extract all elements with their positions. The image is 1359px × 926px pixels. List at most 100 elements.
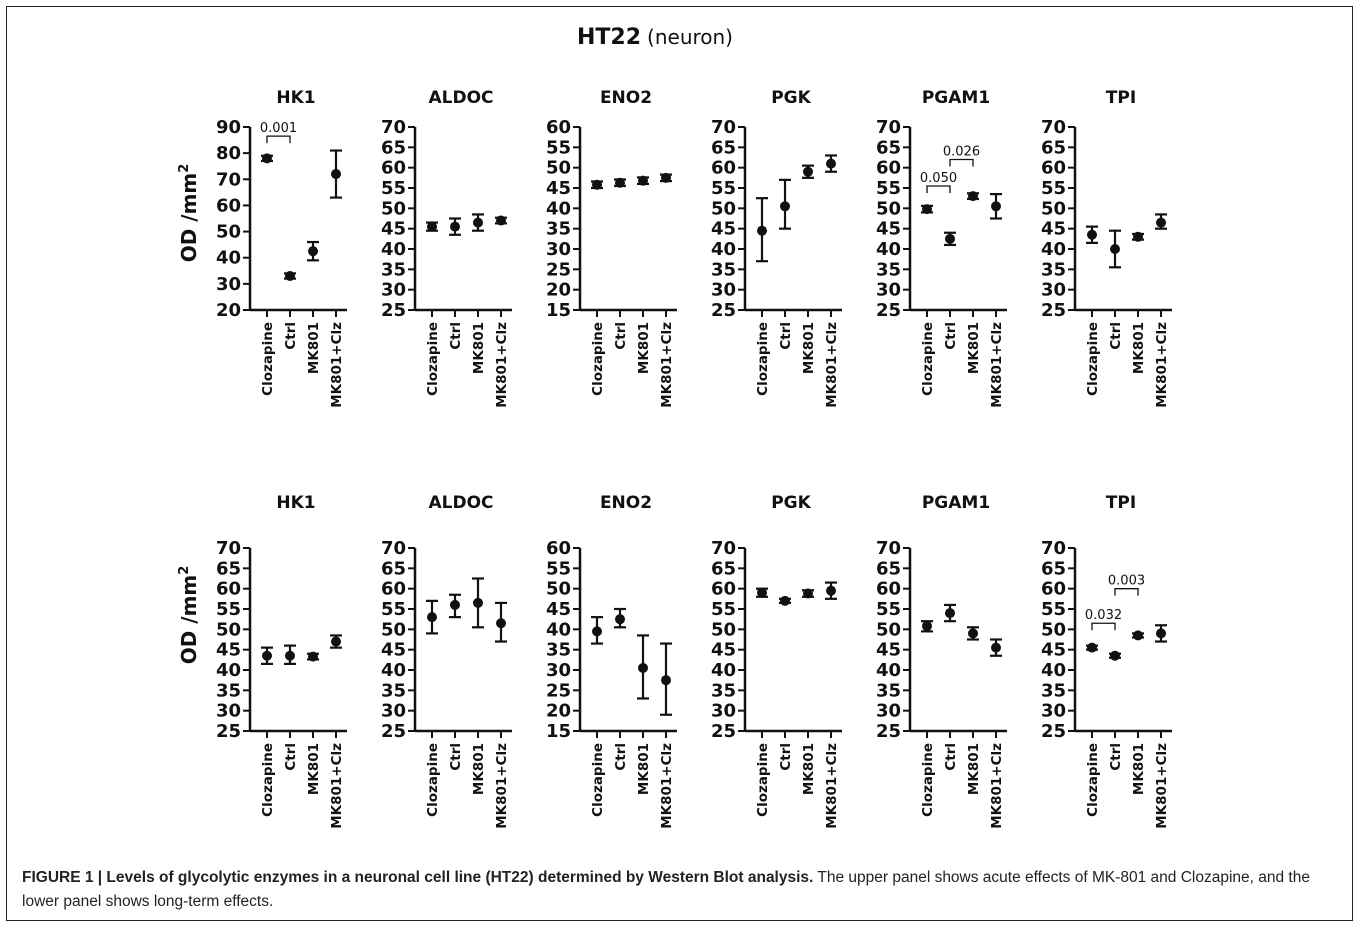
data-point — [427, 221, 437, 232]
y-axis-label-sup: 2 — [177, 164, 192, 173]
x-tick-label: Clozapine — [1085, 322, 1101, 396]
data-point — [780, 201, 790, 212]
data-point — [638, 662, 648, 673]
x-tick-label: MK801 — [1131, 322, 1147, 374]
y-tick-label: 45 — [381, 640, 406, 661]
chart-title: HK1 — [276, 493, 315, 513]
y-tick-label: 25 — [216, 721, 241, 742]
x-tick-label: Clozapine — [260, 743, 276, 817]
x-tick-label: MK801+Clz — [989, 743, 1005, 829]
y-tick-label: 50 — [711, 198, 736, 219]
y-tick-label: 70 — [381, 117, 406, 138]
p-value-label: 0.026 — [943, 145, 980, 160]
x-tick-label: MK801 — [801, 743, 817, 795]
y-tick-label: 65 — [381, 558, 406, 579]
x-tick-label: MK801+Clz — [1154, 322, 1170, 408]
y-tick-label: 60 — [381, 158, 406, 179]
x-tick-label: Clozapine — [755, 743, 771, 817]
y-tick-label: 65 — [381, 137, 406, 158]
y-axis-label-bottom: OD /mm2 — [177, 566, 201, 665]
data-point — [592, 626, 602, 637]
x-tick-label: Ctrl — [613, 743, 629, 771]
y-tick-label: 65 — [876, 137, 901, 158]
y-tick-label: 40 — [216, 248, 241, 269]
x-tick-label: Ctrl — [1108, 743, 1124, 771]
p-value-label: 0.001 — [260, 121, 297, 136]
y-tick-label: 60 — [711, 579, 736, 600]
y-tick-label: 55 — [546, 558, 571, 579]
y-tick-label: 20 — [546, 701, 571, 722]
y-tick-label: 35 — [381, 259, 406, 280]
y-tick-label: 65 — [711, 137, 736, 158]
y-tick-label: 25 — [1041, 300, 1066, 321]
svg-text:OD /mm2: OD /mm2 — [177, 164, 201, 263]
figure-caption: FIGURE 1 | Levels of glycolytic enzymes … — [22, 866, 1332, 914]
y-tick-label: 70 — [711, 538, 736, 559]
chart-title: ALDOC — [428, 88, 493, 108]
y-tick-label: 45 — [711, 640, 736, 661]
y-tick-label: 55 — [546, 137, 571, 158]
y-axis-label-top: OD /mm2 — [177, 164, 201, 263]
y-tick-label: 55 — [876, 599, 901, 620]
x-tick-label: Ctrl — [448, 322, 464, 350]
x-tick-label: MK801+Clz — [494, 322, 510, 408]
data-point — [331, 636, 341, 647]
y-tick-label: 45 — [546, 178, 571, 199]
y-tick-label: 60 — [1041, 579, 1066, 600]
caption-label: FIGURE 1 | Levels of glycolytic enzymes … — [22, 869, 814, 886]
y-tick-label: 35 — [546, 219, 571, 240]
y-tick-label: 35 — [876, 259, 901, 280]
y-tick-label: 60 — [1041, 158, 1066, 179]
y-tick-label: 70 — [381, 538, 406, 559]
x-tick-label: Ctrl — [283, 322, 299, 350]
y-tick-label: 60 — [546, 117, 571, 138]
data-point — [1087, 229, 1097, 240]
x-tick-label: Ctrl — [283, 743, 299, 771]
data-point — [496, 215, 506, 226]
data-point — [1110, 650, 1120, 661]
x-tick-label: MK801 — [636, 743, 652, 795]
y-tick-label: 25 — [876, 721, 901, 742]
svg-text:OD /mm2: OD /mm2 — [177, 566, 201, 665]
p-value-label: 0.050 — [920, 171, 957, 186]
data-point — [638, 175, 648, 186]
p-value-label: 0.032 — [1085, 608, 1122, 623]
x-tick-label: MK801+Clz — [329, 743, 345, 829]
x-tick-label: Ctrl — [448, 743, 464, 771]
y-tick-label: 50 — [876, 619, 901, 640]
figure-title: HT22 (neuron) — [577, 25, 733, 50]
y-axis-label-text: OD /mm — [177, 575, 201, 665]
x-tick-label: MK801+Clz — [494, 743, 510, 829]
y-tick-label: 15 — [546, 300, 571, 321]
y-tick-label: 55 — [1041, 178, 1066, 199]
data-point — [945, 233, 955, 244]
data-point — [826, 158, 836, 169]
figure-frame — [6, 6, 1353, 921]
y-tick-label: 55 — [381, 599, 406, 620]
y-tick-label: 55 — [1041, 599, 1066, 620]
y-tick-label: 65 — [1041, 137, 1066, 158]
chart-title: HK1 — [276, 88, 315, 108]
chart-title: PGAM1 — [922, 88, 990, 108]
chart-title: ALDOC — [428, 493, 493, 513]
y-tick-label: 40 — [546, 619, 571, 640]
chart-title: ENO2 — [600, 88, 652, 108]
y-tick-label: 45 — [876, 219, 901, 240]
x-tick-label: Clozapine — [755, 322, 771, 396]
chart-title: TPI — [1106, 88, 1136, 108]
y-tick-label: 25 — [1041, 721, 1066, 742]
x-tick-label: Clozapine — [425, 322, 441, 396]
data-point — [427, 612, 437, 623]
x-tick-label: Clozapine — [1085, 743, 1101, 817]
y-tick-label: 40 — [216, 660, 241, 681]
data-point — [285, 650, 295, 661]
data-point — [262, 153, 272, 164]
y-tick-label: 60 — [216, 579, 241, 600]
x-tick-label: Ctrl — [778, 322, 794, 350]
y-tick-label: 40 — [546, 198, 571, 219]
data-point — [450, 599, 460, 610]
y-tick-label: 35 — [1041, 259, 1066, 280]
y-axis-label-text: OD /mm — [177, 173, 201, 263]
y-tick-label: 40 — [1041, 239, 1066, 260]
